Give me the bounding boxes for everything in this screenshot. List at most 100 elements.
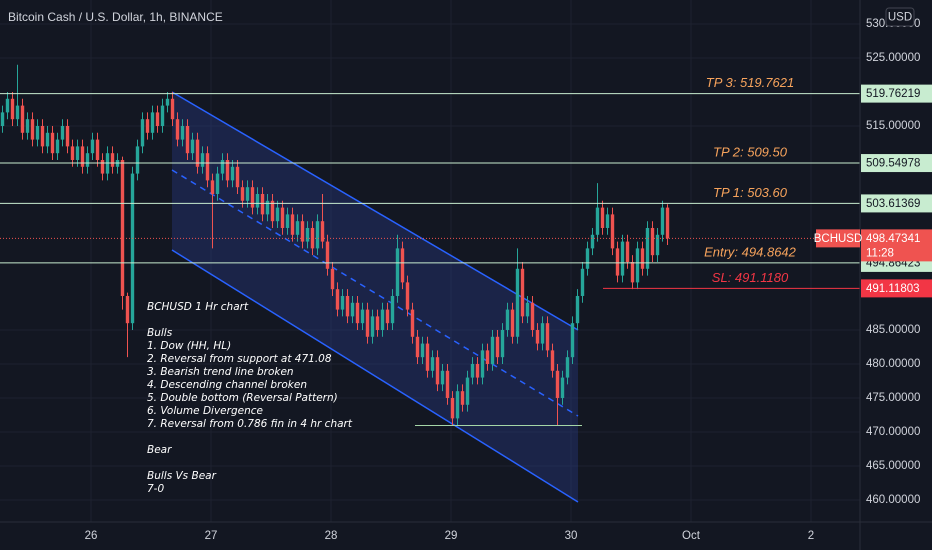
- channel-lower: [171, 249, 579, 503]
- candle-body: [560, 377, 565, 398]
- symbol-tag: [816, 229, 860, 248]
- candle-body: [480, 350, 485, 378]
- note-line: 7. Reversal from 0.786 fin in 4 hr chart: [147, 418, 353, 430]
- candle-body: [195, 139, 200, 167]
- level-tag: [861, 194, 932, 213]
- candle-body: [355, 302, 360, 324]
- level-annotation: SL: 491.1180: [712, 270, 789, 285]
- candle-body: [600, 207, 605, 228]
- candle-body: [110, 153, 115, 167]
- y-tick-label: 460.00000: [866, 494, 920, 506]
- candle-body: [275, 207, 280, 222]
- candle-body: [300, 221, 305, 242]
- candle-body: [425, 343, 430, 371]
- candle-body: [125, 295, 130, 324]
- tags: 519.76219509.54978503.61369494.86423491.…: [814, 84, 932, 298]
- note-line: Bulls Vs Bear: [147, 470, 217, 482]
- candle-body: [575, 295, 580, 324]
- last-price-tag: [861, 229, 932, 262]
- candle-body: [545, 323, 550, 351]
- channel-mid: [171, 169, 579, 417]
- candle-body: [185, 125, 190, 154]
- candle-body: [295, 221, 300, 235]
- candle-body: [305, 227, 310, 242]
- chart-title: Bitcoin Cash / U.S. Dollar, 1h, BINANCE: [8, 10, 223, 24]
- candle-body: [220, 159, 225, 174]
- candle-body: [65, 125, 70, 147]
- candle-body: [515, 268, 520, 337]
- candle-body: [610, 214, 615, 249]
- note-line: 5. Double bottom (Reversal Pattern): [147, 392, 338, 404]
- x-tick-label: 29: [445, 530, 458, 542]
- candle-body: [390, 295, 395, 324]
- candle-body: [640, 248, 645, 269]
- note-line: 3. Bearish trend line broken: [147, 366, 294, 378]
- note-line: 4. Descending channel broken: [147, 379, 307, 391]
- candle-body: [510, 309, 515, 337]
- candle-body: [145, 119, 150, 133]
- level-tag-label: 503.61369: [866, 198, 920, 210]
- candle-body: [255, 193, 260, 208]
- level-tag: [861, 279, 932, 298]
- candle-body: [35, 125, 40, 140]
- candle-body: [45, 132, 50, 147]
- candle-body: [570, 323, 575, 358]
- candle-body: [260, 193, 265, 215]
- currency-badge[interactable]: [885, 7, 915, 27]
- candle-body: [645, 227, 650, 269]
- candle-body: [550, 350, 555, 371]
- candle-body: [330, 268, 335, 290]
- currency: USD: [888, 12, 912, 24]
- candle-body: [530, 302, 535, 330]
- note-line: Bulls: [147, 327, 173, 339]
- candle-body: [605, 214, 610, 228]
- candle-body: [385, 309, 390, 324]
- candle-body: [595, 207, 600, 235]
- candle-body: [445, 370, 450, 398]
- candle-body: [320, 221, 325, 242]
- x-tick-label: 30: [565, 530, 578, 542]
- level-tag: [861, 84, 932, 103]
- level-tag: [861, 154, 932, 173]
- candle-body: [165, 98, 170, 106]
- candle-body: [210, 180, 215, 194]
- x-tick-label: 26: [85, 530, 98, 542]
- candles: [0, 64, 670, 426]
- y-tick-label: 525.00000: [866, 52, 920, 64]
- candle-body: [520, 268, 525, 317]
- level-tag-label: 519.76219: [866, 88, 920, 100]
- candle-body: [0, 112, 5, 126]
- y-tick-label: 485.00000: [866, 324, 920, 336]
- candle-body: [135, 146, 140, 174]
- candle-body: [555, 370, 560, 398]
- candle-body: [475, 363, 480, 378]
- candle-body: [585, 248, 590, 269]
- candle-body: [405, 282, 410, 310]
- level-annotation: TP 3: 519.7621: [706, 75, 794, 90]
- candle-body: [80, 146, 85, 167]
- candle-body: [660, 207, 665, 235]
- channel-upper: [171, 91, 579, 331]
- candle-body: [325, 241, 330, 269]
- x-tick-label: Oct: [682, 530, 701, 542]
- candle-body: [495, 336, 500, 358]
- candle-body: [635, 248, 640, 283]
- candle-body: [410, 309, 415, 337]
- y-tick-label: 470.00000: [866, 426, 920, 438]
- candle-body: [470, 363, 475, 378]
- candle-body: [75, 146, 80, 160]
- candle-body: [485, 350, 490, 364]
- y-tick-label: 480.00000: [866, 358, 920, 370]
- candle-body: [345, 295, 350, 317]
- candle-body: [190, 139, 195, 154]
- note-line: BCHUSD 1 Hr chart: [147, 301, 249, 313]
- candle-body: [240, 187, 245, 201]
- candle-body: [130, 173, 135, 324]
- candle-body: [60, 125, 65, 140]
- candle-body: [225, 159, 230, 181]
- candle-body: [285, 214, 290, 228]
- candle-body: [5, 98, 10, 113]
